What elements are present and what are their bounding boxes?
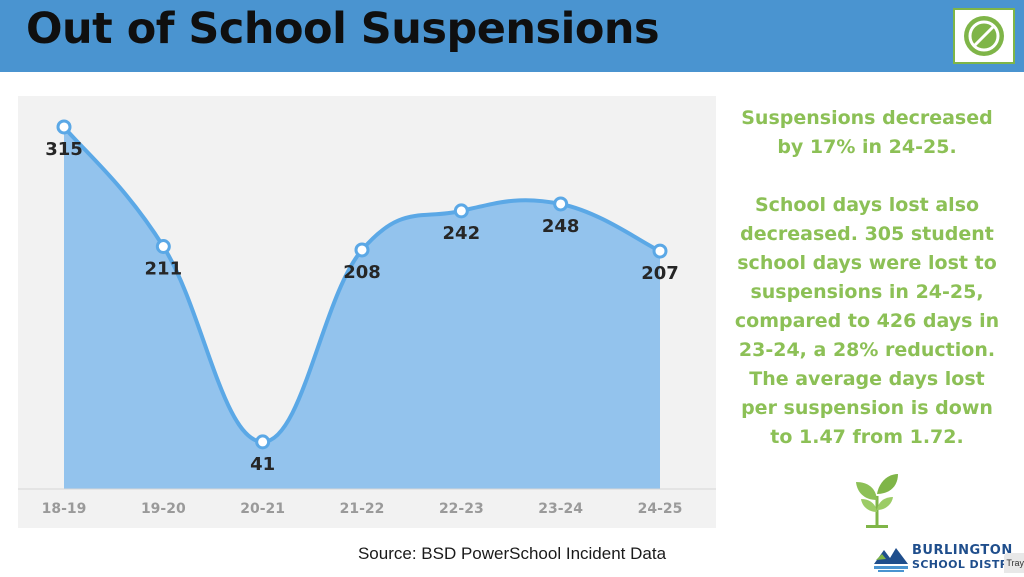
x-tick-label: 20-21 [240,501,285,517]
data-point [56,119,72,135]
x-tick-label: 19-20 [141,501,186,517]
data-label: 41 [250,454,275,475]
data-point [553,196,569,212]
x-tick-label: 18-19 [42,501,87,517]
summary-body: School days lost also decreased. 305 stu… [734,194,1000,448]
x-tick-label: 22-23 [439,501,484,517]
data-point [255,434,271,450]
chart-panel: 315 18-19 211 19-20 41 20-21 208 21-22 242 22-23 2… [18,96,716,528]
data-label: 248 [542,216,580,237]
title-bar: Out of School Suspensions [0,0,1024,72]
x-tick-label: 24-25 [638,501,683,517]
crossed-circle-icon [953,8,1015,64]
sprout-icon [856,474,898,528]
data-point [453,203,469,219]
data-point [354,242,370,258]
district-subtitle: SCHOOL DISTRICT [912,558,1024,571]
x-tick-label: 21-22 [340,501,385,517]
district-name: BURLINGTON [912,543,1013,558]
source-note: Source: BSD PowerSchool Incident Data [357,544,667,563]
data-label: 211 [145,259,183,280]
suspensions-chart: 315 18-19 211 19-20 41 20-21 208 21-22 242 22-23 2… [18,119,716,517]
tray-button[interactable]: Tray [1004,553,1024,573]
data-label: 242 [443,223,481,244]
area-fill [64,126,660,489]
page-title: Out of School Suspensions [26,4,660,54]
summary-panel: Suspensions decreased by 17% in 24-25. S… [732,104,1002,452]
data-label: 207 [641,263,679,284]
lake-mountain-icon [874,548,908,572]
data-label: 208 [343,262,381,283]
data-label: 315 [45,139,83,160]
x-tick-label: 23-24 [538,501,583,517]
summary-headline: Suspensions decreased by 17% in 24-25. [741,107,993,158]
data-point [652,243,668,259]
district-logo: BURLINGTON SCHOOL DISTRICT [870,540,1024,577]
data-point [155,239,171,255]
